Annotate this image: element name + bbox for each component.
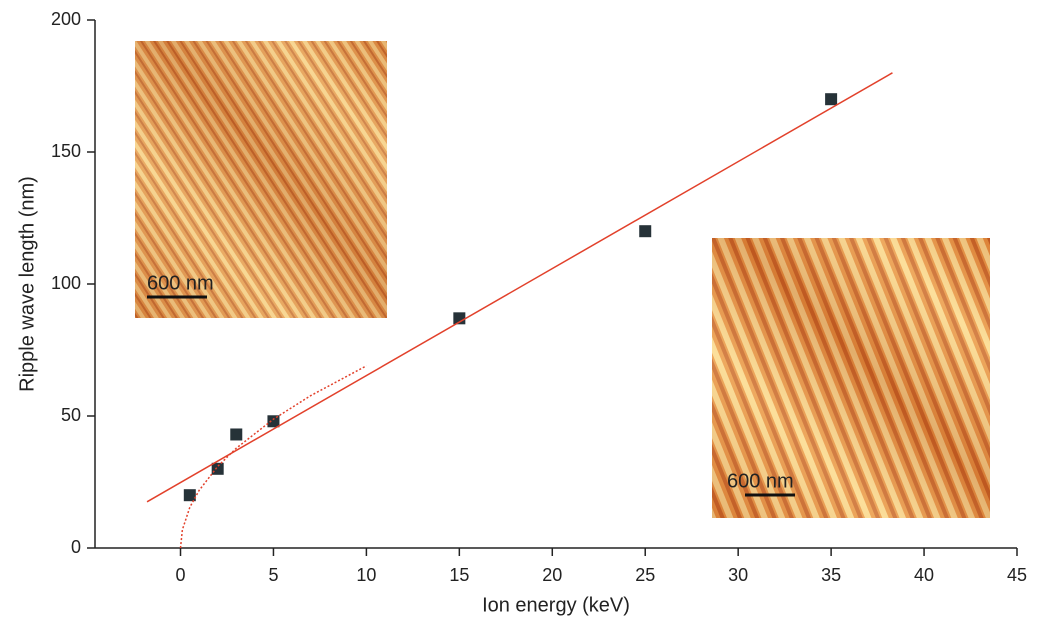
x-tick-label: 5 (268, 565, 278, 585)
x-tick-label: 0 (176, 565, 186, 585)
data-point (184, 489, 196, 501)
y-tick-label: 200 (51, 9, 81, 29)
chart: 600 nm 600 nm Ion energy (keV) Ripple wa… (0, 0, 1039, 623)
data-point (825, 93, 837, 105)
x-tick-label: 35 (821, 565, 841, 585)
x-tick-label: 30 (728, 565, 748, 585)
inset-image: 600 nm (712, 238, 990, 518)
model-curve (181, 366, 367, 548)
x-tick-label: 45 (1007, 565, 1027, 585)
x-tick-label: 20 (542, 565, 562, 585)
x-tick-label: 10 (356, 565, 376, 585)
y-tick-label: 0 (71, 537, 81, 557)
y-tick-label: 150 (51, 141, 81, 161)
data-point (230, 428, 242, 440)
y-tick-label: 50 (61, 405, 81, 425)
data-point (212, 463, 224, 475)
inset-image: 600 nm (135, 41, 387, 318)
x-tick-label: 40 (914, 565, 934, 585)
x-axis-title: Ion energy (keV) (482, 594, 630, 616)
x-tick-label: 15 (449, 565, 469, 585)
y-tick-label: 100 (51, 273, 81, 293)
x-tick-label: 25 (635, 565, 655, 585)
scale-label: 600 nm (147, 272, 214, 294)
data-point (639, 225, 651, 237)
y-axis-title: Ripple wave length (nm) (16, 176, 38, 392)
scale-label: 600 nm (727, 470, 794, 492)
